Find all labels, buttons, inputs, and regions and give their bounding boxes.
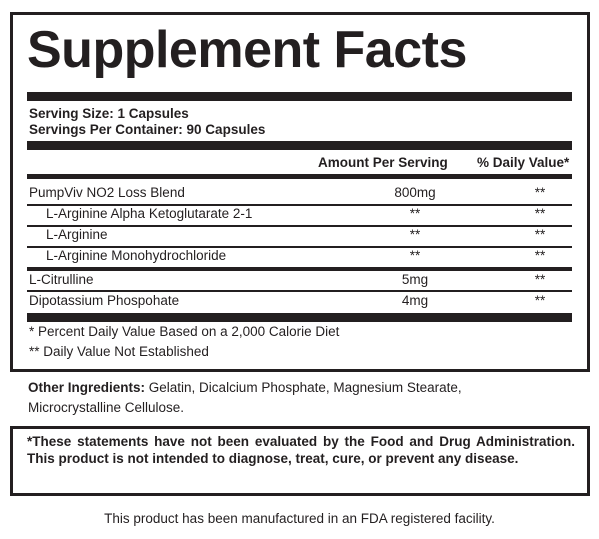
rule xyxy=(27,141,572,150)
facts-panel xyxy=(10,12,590,372)
disclaimer-box xyxy=(10,426,590,496)
row-amount: 4mg xyxy=(401,293,429,308)
row-name: L-Arginine xyxy=(46,227,108,242)
row-name: L-Arginine Alpha Ketoglutarate 2-1 xyxy=(46,206,253,221)
row-dv: ** xyxy=(534,185,546,200)
row-amount: ** xyxy=(409,227,421,242)
row-name: L-Citrulline xyxy=(29,272,94,287)
rule xyxy=(27,313,572,322)
row-amount: 5mg xyxy=(401,272,429,287)
rule xyxy=(27,92,572,101)
footer: This product has been manufactured in an… xyxy=(104,511,495,526)
row-dv: ** xyxy=(534,227,546,242)
rule xyxy=(27,225,572,227)
row-amount: ** xyxy=(409,206,421,221)
rule xyxy=(27,246,572,248)
row-dv: ** xyxy=(534,272,546,287)
row-amount: 800mg xyxy=(394,185,436,200)
row-name: L-Arginine Monohydrochloride xyxy=(46,248,227,263)
footnote: ** Daily Value Not Established xyxy=(29,344,209,359)
servings-per-container: Servings Per Container: 90 Capsules xyxy=(29,122,266,137)
column-header: Amount Per Serving xyxy=(318,155,448,170)
footnote: * Percent Daily Value Based on a 2,000 C… xyxy=(29,324,340,339)
title: Supplement Facts xyxy=(27,21,467,79)
row-dv: ** xyxy=(534,248,546,263)
disclaimer: *These statements have not been evaluate… xyxy=(27,434,575,466)
row-name: PumpViv NO2 Loss Blend xyxy=(29,185,185,200)
other-ingredients: Other Ingredients: Gelatin, Dicalcium Ph… xyxy=(28,378,548,418)
rule xyxy=(27,290,572,292)
serving-size: Serving Size: 1 Capsules xyxy=(29,106,189,121)
row-dv: ** xyxy=(534,206,546,221)
row-name: Dipotassium Phospohate xyxy=(29,293,180,308)
rule xyxy=(27,267,572,271)
other-ingredients-text: Gelatin, Dicalcium Phosphate, Magnesium … xyxy=(28,380,462,415)
rule xyxy=(27,174,572,179)
rule xyxy=(27,204,572,206)
row-dv: ** xyxy=(534,293,546,308)
row-amount: ** xyxy=(409,248,421,263)
other-ingredients-label: Other Ingredients: xyxy=(28,380,146,395)
column-header: % Daily Value* xyxy=(477,155,570,170)
